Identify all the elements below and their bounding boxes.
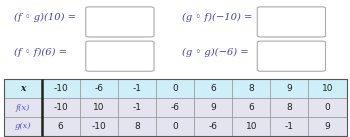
Text: (f ◦ f)(6) =: (f ◦ f)(6) = xyxy=(14,48,67,57)
FancyBboxPatch shape xyxy=(86,41,154,71)
Text: -6: -6 xyxy=(209,122,218,131)
FancyBboxPatch shape xyxy=(257,7,326,37)
Text: 9: 9 xyxy=(286,84,292,93)
Bar xyxy=(194,117,232,136)
Bar xyxy=(308,79,346,98)
Bar xyxy=(42,117,80,136)
Text: -6: -6 xyxy=(170,103,180,112)
Text: 8: 8 xyxy=(286,103,292,112)
Text: -10: -10 xyxy=(91,122,106,131)
Bar xyxy=(42,79,80,98)
FancyBboxPatch shape xyxy=(86,7,154,37)
Bar xyxy=(42,98,80,117)
Text: -1: -1 xyxy=(132,103,141,112)
Text: 6: 6 xyxy=(58,122,64,131)
Bar xyxy=(232,98,270,117)
Bar xyxy=(4,98,42,117)
Text: 10: 10 xyxy=(245,122,257,131)
Bar xyxy=(80,98,118,117)
Bar xyxy=(118,79,156,98)
Text: g(x): g(x) xyxy=(14,122,31,130)
Bar xyxy=(156,117,194,136)
Bar xyxy=(156,79,194,98)
Text: 8: 8 xyxy=(248,84,254,93)
Bar xyxy=(270,98,308,117)
Text: 0: 0 xyxy=(324,103,330,112)
Bar xyxy=(80,117,118,136)
Bar xyxy=(308,117,346,136)
Text: f(x): f(x) xyxy=(15,104,30,112)
Bar xyxy=(232,117,270,136)
Bar xyxy=(194,79,232,98)
Text: (g ◦ f)(−10) =: (g ◦ f)(−10) = xyxy=(182,13,252,22)
Text: 9: 9 xyxy=(324,122,330,131)
Bar xyxy=(270,79,308,98)
Text: 9: 9 xyxy=(210,103,216,112)
Text: -10: -10 xyxy=(53,84,68,93)
Text: (g ◦ g)(−6) =: (g ◦ g)(−6) = xyxy=(182,48,248,57)
Bar xyxy=(232,79,270,98)
Bar xyxy=(4,79,346,136)
Text: x: x xyxy=(20,84,25,93)
Text: -6: -6 xyxy=(94,84,103,93)
Text: 0: 0 xyxy=(172,122,178,131)
Text: 6: 6 xyxy=(248,103,254,112)
Bar xyxy=(118,98,156,117)
Bar xyxy=(308,98,346,117)
Text: -1: -1 xyxy=(285,122,294,131)
Text: -1: -1 xyxy=(132,84,141,93)
Bar xyxy=(270,117,308,136)
Bar xyxy=(118,117,156,136)
Text: (f ◦ g)(10) =: (f ◦ g)(10) = xyxy=(14,13,76,22)
Bar xyxy=(194,98,232,117)
Text: 8: 8 xyxy=(134,122,140,131)
Bar xyxy=(156,98,194,117)
Text: -10: -10 xyxy=(53,103,68,112)
Bar xyxy=(4,117,42,136)
Bar xyxy=(80,79,118,98)
Text: 6: 6 xyxy=(210,84,216,93)
Text: 10: 10 xyxy=(93,103,105,112)
FancyBboxPatch shape xyxy=(257,41,326,71)
Bar xyxy=(4,79,42,98)
Text: 0: 0 xyxy=(172,84,178,93)
Text: 10: 10 xyxy=(322,84,333,93)
